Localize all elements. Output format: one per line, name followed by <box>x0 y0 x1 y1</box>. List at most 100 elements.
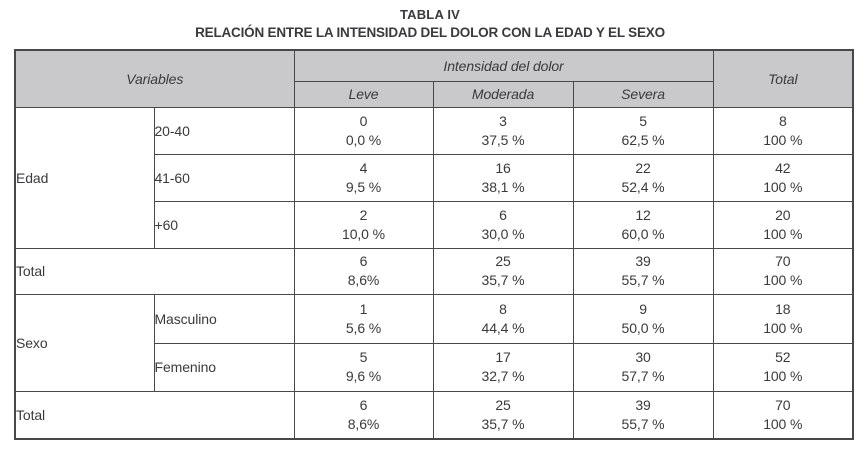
count-value: 20 <box>775 206 791 223</box>
count-value: 2 <box>359 206 368 223</box>
row-label: +60 <box>153 200 295 249</box>
percent-value: 38,1 % <box>481 178 525 195</box>
col-header-leve: Leve <box>293 80 434 108</box>
percent-value: 37,5 % <box>481 131 525 148</box>
col-header-severa: Severa <box>572 80 714 108</box>
cell-severa: 39 55,7 % <box>572 390 714 440</box>
percent-value: 100 % <box>763 272 803 288</box>
percent-value: 100 % <box>763 319 803 336</box>
count-value: 3 <box>499 112 507 129</box>
percent-value: 60,0 % <box>621 225 665 242</box>
count-value: 25 <box>495 253 511 269</box>
row-label-total: Total <box>14 390 295 440</box>
cell-total: 20 100 % <box>712 200 854 249</box>
percent-value: 35,7 % <box>481 415 525 432</box>
count-value: 12 <box>635 206 651 223</box>
count-value: 8 <box>778 112 787 129</box>
table-row-edad-41-60: 41-60 4 9,5 % 16 38,1 % 22 52,4 % 42 100… <box>15 153 854 202</box>
table-row-sexo-masculino: Sexo Masculino 1 5,6 % 8 44,4 % 9 50,0 %… <box>14 293 854 392</box>
row-group-sexo: Sexo <box>14 293 155 392</box>
percent-value: 10,0 % <box>342 225 386 242</box>
count-value: 1 <box>359 300 368 317</box>
cell-severa: 22 52,4 % <box>572 153 714 202</box>
row-label: Femenino <box>153 342 295 392</box>
header-row-2: Leve Moderada Severa <box>15 80 853 108</box>
percent-value: 100 % <box>763 225 803 242</box>
count-value: 4 <box>359 159 368 176</box>
cell-moderada: 3 37,5 % <box>432 106 574 155</box>
count-value: 42 <box>775 159 791 176</box>
count-value: 70 <box>775 396 791 413</box>
count-value: 6 <box>359 396 368 413</box>
row-label: 20-40 <box>153 106 295 155</box>
cell-total: 18 100 % <box>712 293 854 344</box>
cell-severa: 9 50,0 % <box>572 293 714 344</box>
row-group-edad: Edad <box>14 106 155 249</box>
count-value: 5 <box>639 112 647 129</box>
count-value: 70 <box>775 253 791 269</box>
count-value: 39 <box>635 396 651 413</box>
col-header-total: Total <box>712 49 854 108</box>
cell-total: 42 100 % <box>712 153 854 202</box>
table-row-sexo-total: Total 6 8,6% 25 35,7 % 39 55,7 % 70 100 … <box>14 390 854 440</box>
count-value: 17 <box>495 349 511 365</box>
cell-total: 70 100 % <box>712 390 854 440</box>
percent-value: 32,7 % <box>481 368 525 384</box>
row-label: Masculino <box>153 293 295 344</box>
col-header-intensity: Intensidad del dolor <box>293 49 714 82</box>
cell-total: 52 100 % <box>712 342 854 392</box>
table-row-edad-60plus: +60 2 10,0 % 6 30,0 % 12 60,0 % 20 100 % <box>15 200 854 249</box>
table-row-edad-total: Total 6 8,6% 25 35,7 % 39 55,7 % 70 100 … <box>14 247 854 295</box>
relacion-intensidad-table: Variables Intensidad del dolor Total Lev… <box>14 49 855 440</box>
cell-moderada: 8 44,4 % <box>432 293 574 344</box>
percent-value: 100 % <box>763 415 803 432</box>
count-value: 16 <box>495 159 511 176</box>
col-header-moderada: Moderada <box>432 80 574 108</box>
cell-leve: 2 10,0 % <box>293 200 434 249</box>
cell-leve: 1 5,6 % <box>293 293 434 344</box>
count-value: 6 <box>499 206 507 223</box>
percent-value: 9,6 % <box>345 368 382 384</box>
row-label-total: Total <box>14 247 295 295</box>
percent-value: 55,7 % <box>621 272 665 288</box>
table-title-block: TABLA IV RELACIÓN ENTRE LA INTENSIDAD DE… <box>0 0 860 40</box>
cell-leve: 5 9,6 % <box>293 342 434 392</box>
count-value: 22 <box>635 159 651 176</box>
cell-leve: 4 9,5 % <box>293 153 434 202</box>
cell-severa: 39 55,7 % <box>572 247 714 295</box>
percent-value: 57,7 % <box>621 368 665 384</box>
cell-moderada: 25 35,7 % <box>432 390 574 440</box>
count-value: 0 <box>359 112 368 129</box>
percent-value: 100 % <box>763 368 803 384</box>
col-header-variables: Variables <box>14 49 295 108</box>
percent-value: 50,0 % <box>621 319 665 336</box>
cell-leve: 0 0,0 % <box>293 106 434 155</box>
count-value: 6 <box>359 253 368 269</box>
percent-value: 5,6 % <box>345 319 382 336</box>
cell-leve: 6 8,6% <box>293 247 434 295</box>
count-value: 8 <box>499 300 507 317</box>
count-value: 25 <box>495 396 511 413</box>
header-row-1: Variables Intensidad del dolor Total <box>14 49 854 108</box>
percent-value: 0,0 % <box>345 131 382 148</box>
count-value: 39 <box>635 253 651 269</box>
cell-total: 70 100 % <box>712 247 854 295</box>
cell-moderada: 6 30,0 % <box>432 200 574 249</box>
percent-value: 8,6% <box>347 272 380 288</box>
count-value: 52 <box>775 349 791 365</box>
percent-value: 30,0 % <box>481 225 525 242</box>
percent-value: 55,7 % <box>621 415 665 432</box>
percent-value: 35,7 % <box>481 272 525 288</box>
table-number-title: TABLA IV <box>399 7 461 22</box>
count-value: 9 <box>639 300 647 317</box>
table-caption: RELACIÓN ENTRE LA INTENSIDAD DEL DOLOR C… <box>195 25 665 40</box>
table-row-edad-20-40: Edad 20-40 0 0,0 % 3 37,5 % 5 62,5 % 8 1… <box>14 106 854 249</box>
cell-moderada: 17 32,7 % <box>432 342 574 392</box>
cell-total: 8 100 % <box>712 106 854 155</box>
cell-severa: 12 60,0 % <box>572 200 714 249</box>
count-value: 30 <box>635 349 651 365</box>
percent-value: 8,6% <box>347 415 380 432</box>
cell-moderada: 16 38,1 % <box>432 153 574 202</box>
percent-value: 9,5 % <box>345 178 382 195</box>
percent-value: 52,4 % <box>621 178 665 195</box>
